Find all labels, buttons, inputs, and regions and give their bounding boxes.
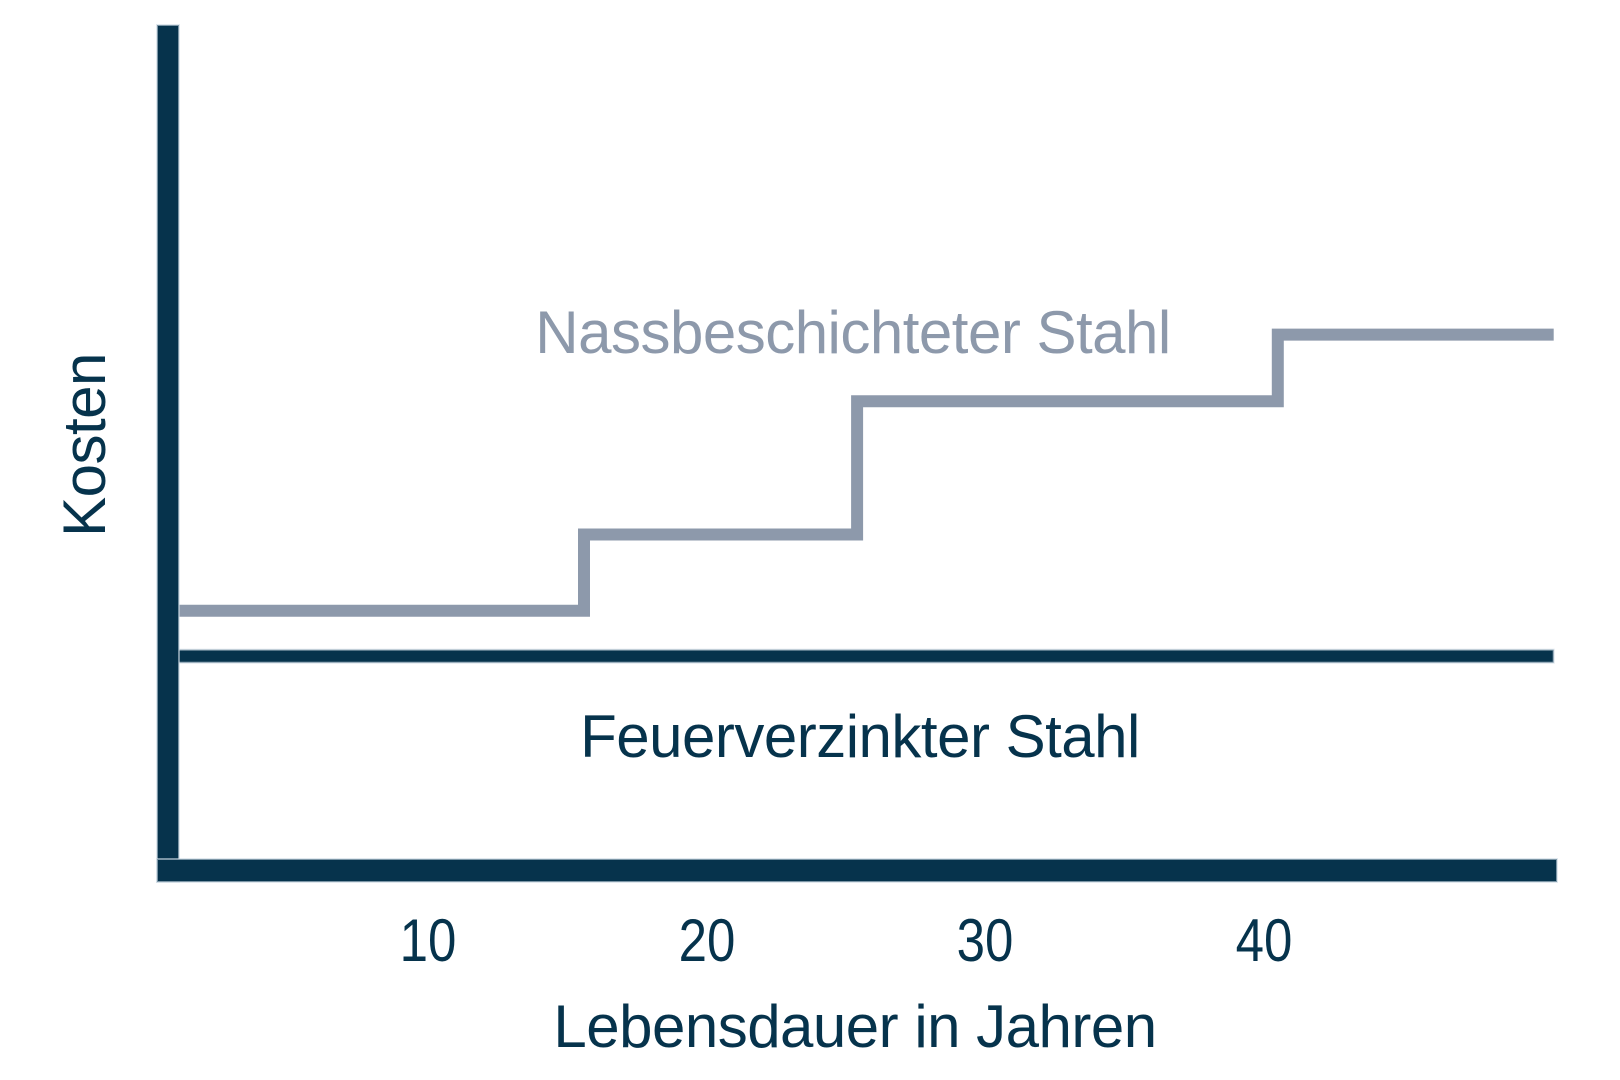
x-axis bbox=[156, 858, 1558, 883]
y-axis bbox=[156, 24, 180, 883]
x-tick-label-40: 40 bbox=[1235, 907, 1293, 974]
x-tick-label-10: 10 bbox=[399, 907, 457, 974]
x-axis-label: Lebensdauer in Jahren bbox=[553, 993, 1157, 1060]
x-tick-label-30: 30 bbox=[956, 907, 1014, 974]
y-axis-label: Kosten bbox=[51, 353, 118, 537]
nassbeschichteter-line bbox=[171, 328, 1554, 617]
x-tick-label-20: 20 bbox=[678, 907, 735, 974]
series-label-nassbeschichteter-stahl: Nassbeschichteter Stahl bbox=[535, 299, 1171, 366]
feuerverzinkter-line bbox=[170, 648, 1555, 664]
series-label-feuerverzinkter-stahl: Feuerverzinkter Stahl bbox=[580, 703, 1140, 770]
